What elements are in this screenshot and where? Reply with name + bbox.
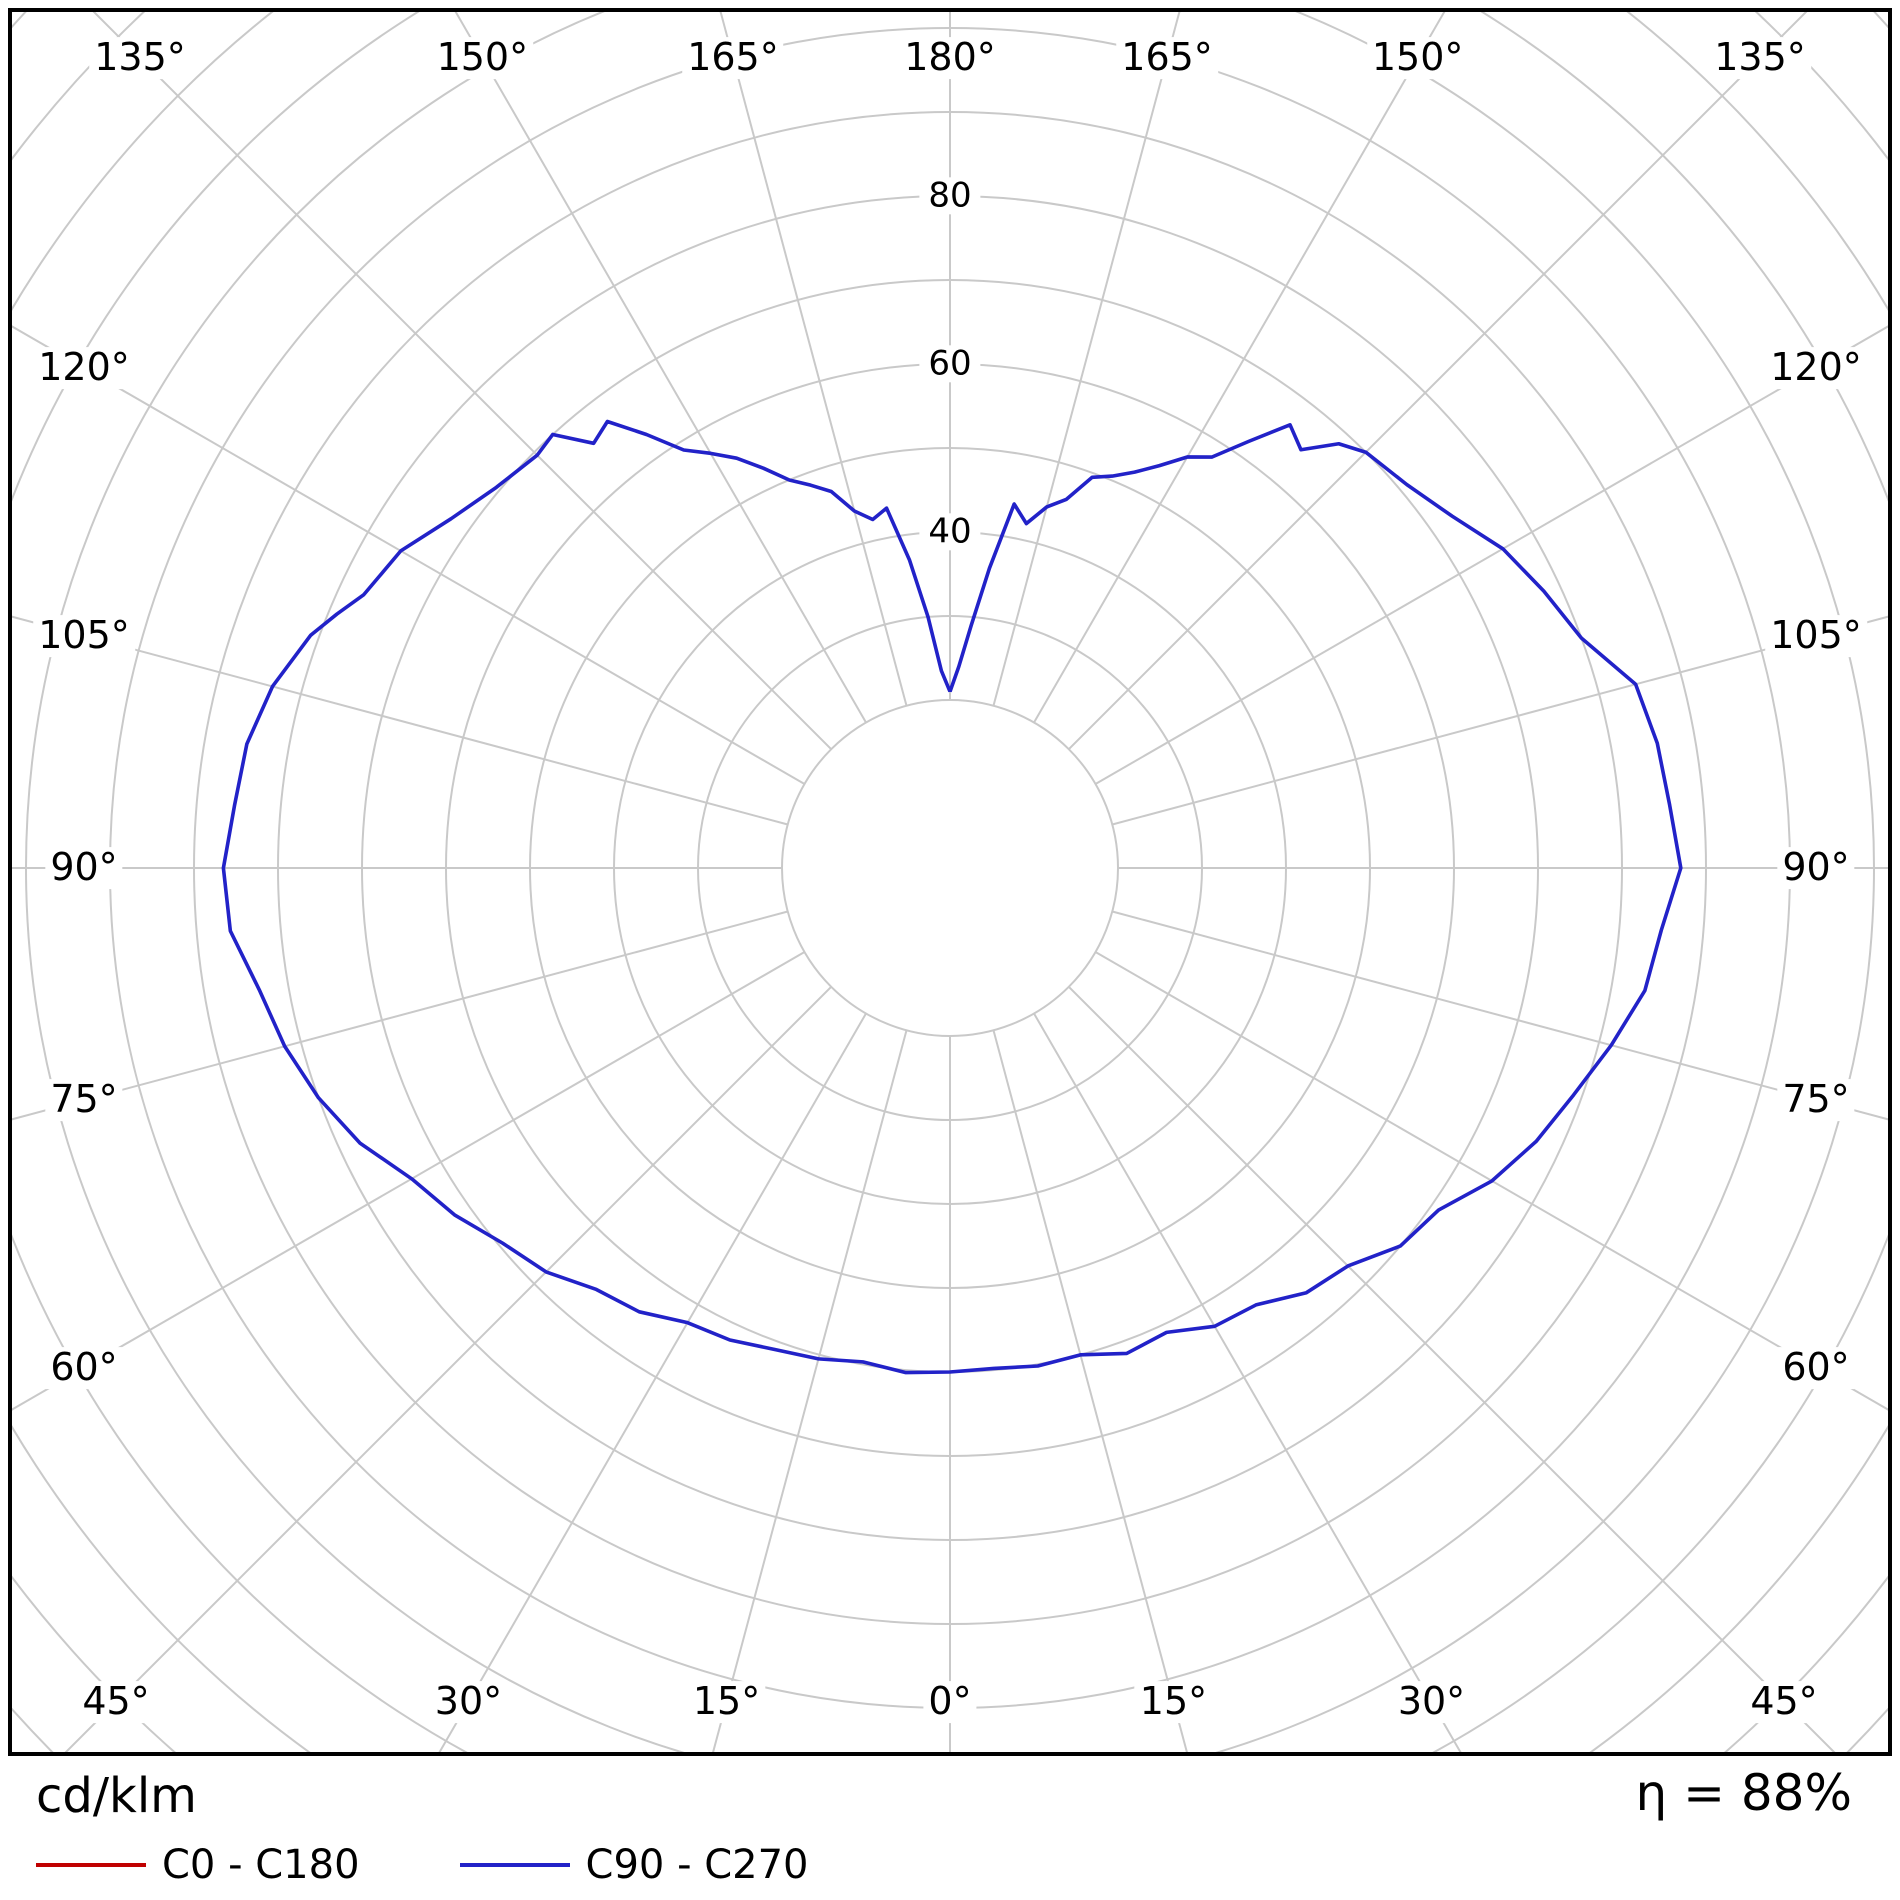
angle-label: 150° [1366, 36, 1469, 79]
angle-label: 165° [682, 36, 784, 79]
polar-chart: 40 60 80 0° 15° 15° 30° 30° 45° 45° 60° 60° 75° 75° 90… [8, 8, 1892, 1756]
legend-line-red [36, 1863, 146, 1867]
legend-label-c90-c270: C90 - C270 [585, 1842, 809, 1888]
angle-label: 15° [687, 1680, 766, 1723]
grid-spoke [12, 325, 806, 785]
angle-label: 30° [1392, 1680, 1471, 1723]
angle-label: 180° [899, 36, 1001, 79]
chart-footer: cd/klm η = 88% C0 - C180 C90 - C270 [0, 1756, 1900, 1900]
grid-spoke [1068, 12, 1808, 750]
legend-label-c0-c180: C0 - C180 [162, 1842, 360, 1888]
angle-label: 45° [1745, 1680, 1823, 1723]
grid-spoke [1112, 910, 1888, 1121]
angle-label: 45° [77, 1680, 155, 1723]
angle-label: 75° [45, 1078, 123, 1121]
grid-spoke [64, 986, 832, 1752]
grid-spoke [992, 1030, 1188, 1752]
radial-tick-label: 80 [919, 176, 981, 215]
grid-spoke [992, 12, 1181, 706]
grid-spoke [454, 12, 867, 724]
angle-label: 75° [1777, 1078, 1855, 1121]
angle-label: 60° [1777, 1346, 1855, 1389]
angle-label: 120° [33, 346, 135, 389]
angle-label: 90° [1777, 846, 1855, 889]
angle-label: 0° [923, 1680, 977, 1723]
grid-spoke [92, 12, 832, 750]
grid-spoke [1112, 615, 1888, 826]
legend: C0 - C180 C90 - C270 [36, 1842, 809, 1888]
angle-label: 105° [1765, 614, 1867, 657]
radial-tick-label: 60 [919, 344, 981, 383]
angle-label: 105° [33, 614, 135, 657]
grid-spoke [1033, 12, 1446, 724]
legend-item-c0-c180: C0 - C180 [36, 1842, 360, 1888]
angle-label: 165° [1116, 36, 1218, 79]
grid-spoke [1068, 986, 1836, 1752]
angle-label: 60° [45, 1346, 123, 1389]
angle-label: 30° [429, 1680, 508, 1723]
efficiency-value: η = 88% [1635, 1764, 1852, 1822]
grid-spoke [1094, 325, 1888, 785]
grid-spoke [12, 615, 788, 826]
grid-spoke [712, 1030, 908, 1752]
photometric-curve-c90-c270 [221, 419, 1683, 1375]
grid-circle [781, 699, 1119, 1037]
angle-label: 135° [89, 36, 191, 79]
grid-spoke [1033, 1012, 1462, 1752]
grid-spoke [438, 1012, 867, 1752]
grid-spoke [719, 12, 908, 706]
polar-grid-svg [12, 12, 1888, 1752]
grid-spoke [12, 910, 788, 1121]
angle-label: 150° [431, 36, 534, 79]
radial-tick-label: 40 [919, 512, 981, 551]
angle-label: 15° [1134, 1680, 1213, 1723]
grid-spoke [12, 951, 806, 1411]
angle-label: 90° [45, 846, 123, 889]
angle-label: 135° [1709, 36, 1811, 79]
legend-line-blue [459, 1863, 570, 1867]
units-label: cd/klm [36, 1768, 197, 1824]
grid-spoke [1094, 951, 1888, 1411]
legend-item-c90-c270: C90 - C270 [459, 1842, 809, 1888]
angle-label: 120° [1765, 346, 1867, 389]
